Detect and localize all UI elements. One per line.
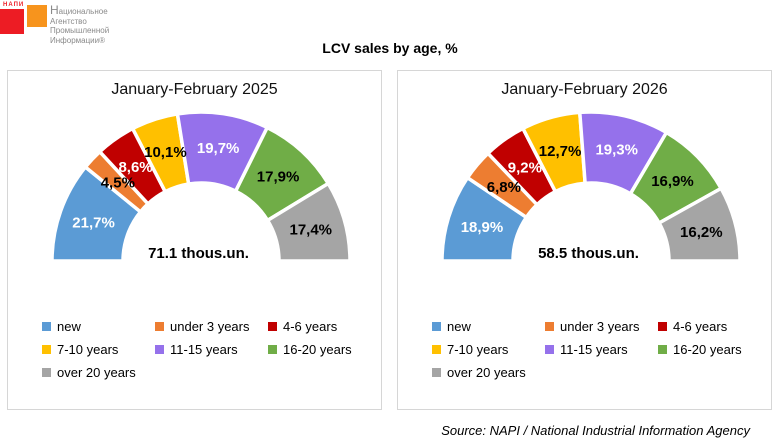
legend-label: 11-15 years	[170, 342, 238, 357]
legend-label: over 20 years	[447, 365, 526, 380]
legend-label: new	[447, 319, 471, 334]
page-title: LCV sales by age, %	[322, 40, 458, 56]
legend-label: under 3 years	[170, 319, 250, 334]
legend-swatch-icon	[432, 345, 441, 354]
legend-label: 11-15 years	[560, 342, 628, 357]
legend-label: 4-6 years	[673, 319, 728, 334]
legend-label: under 3 years	[560, 319, 640, 334]
napi-logo: НАПИ Национальное Агентство Промышленной…	[0, 0, 200, 48]
legend-label: 16-20 years	[283, 342, 352, 357]
chart-title-2026: January-February 2026	[501, 81, 668, 98]
chart-legend-2025: new under 3 years 4-6 years 7-10 years 11-15…	[42, 315, 382, 384]
legend-item: 11-15 years	[155, 338, 268, 361]
legend-item: 4-6 years	[658, 315, 771, 338]
charts-row: January-February 2025 21,7% 4,5% 8,6% 10,1%…	[7, 70, 772, 410]
slice-label: 17,4%	[289, 222, 332, 239]
slice-label: 19,3%	[595, 141, 638, 158]
legend-swatch-icon	[155, 322, 164, 331]
legend-label: 16-20 years	[673, 342, 742, 357]
chart-legend-2026: new under 3 years 4-6 years 7-10 years 11-15…	[432, 315, 772, 384]
slice-label: 16,2%	[680, 224, 723, 241]
napi-logo-text: Национальное Агентство Промышленной Инфо…	[50, 3, 110, 45]
slice-label: 10,1%	[144, 144, 187, 161]
total-label-2025: 71.1 thous.un.	[148, 245, 249, 262]
logo-line: Промышленной	[50, 26, 110, 35]
legend-label: over 20 years	[57, 365, 136, 380]
slice-over-20-years	[657, 186, 742, 263]
legend-label: 7-10 years	[447, 342, 509, 357]
legend-swatch-icon	[545, 345, 554, 354]
legend-item: 11-15 years	[545, 338, 658, 361]
donut-svg-2025: 21,7% 4,5%8,6%10,1% 19,7% 17,9% 17,4%	[50, 110, 352, 263]
legend-item: under 3 years	[155, 315, 268, 338]
legend-swatch-icon	[42, 322, 51, 331]
slice-label: 8,6%	[118, 159, 152, 176]
chart-title-2025: January-February 2025	[111, 81, 278, 98]
total-label-2026: 58.5 thous.un.	[538, 245, 639, 262]
slice-label: 17,9%	[257, 168, 300, 185]
legend-label: 7-10 years	[57, 342, 119, 357]
slice-over-20-years	[265, 181, 352, 263]
legend-swatch-icon	[268, 345, 277, 354]
logo-line: Информации®	[50, 35, 106, 45]
slice-label: 6,8%	[487, 179, 521, 196]
legend-swatch-icon	[268, 322, 277, 331]
legend-item: new	[42, 315, 155, 338]
napi-logo-red-square-icon	[0, 9, 24, 34]
legend-item: 7-10 years	[42, 338, 155, 361]
legend-swatch-icon	[432, 322, 441, 331]
legend-swatch-icon	[432, 368, 441, 377]
slice-label: 21,7%	[72, 214, 115, 231]
legend-item: over 20 years	[42, 361, 155, 384]
slice-label: 9,2%	[508, 160, 542, 177]
slice-label: 16,9%	[651, 173, 694, 190]
half-donut-chart-2026: 18,9% 6,8% 9,2% 12,7% 19,3% 16,9% 16,2% 58.5 t…	[398, 105, 771, 265]
legend-item: 16-20 years	[268, 338, 381, 361]
slice-label: 12,7%	[539, 143, 582, 160]
donut-svg-2026: 18,9% 6,8% 9,2%12,7% 19,3% 16,9% 16,2%	[440, 110, 742, 263]
chart-panel-2026: January-February 2026 18,9% 6,8% 9,2% 12,7%…	[397, 70, 772, 410]
legend-item: new	[432, 315, 545, 338]
napi-logo-abbr: НАПИ	[3, 2, 25, 8]
legend-item: 4-6 years	[268, 315, 381, 338]
legend-swatch-icon	[658, 322, 667, 331]
legend-swatch-icon	[545, 322, 554, 331]
legend-swatch-icon	[658, 345, 667, 354]
legend-swatch-icon	[42, 368, 51, 377]
napi-logo-orange-square-icon	[27, 5, 47, 27]
legend-item: 7-10 years	[432, 338, 545, 361]
chart-panel-2025: January-February 2025 21,7% 4,5% 8,6% 10,1%…	[7, 70, 382, 410]
legend-label: new	[57, 319, 81, 334]
slice-label: 19,7%	[197, 140, 240, 157]
logo-line: Агентство	[50, 16, 87, 26]
slice-label: 18,9%	[461, 219, 504, 236]
legend-item: 16-20 years	[658, 338, 771, 361]
legend-swatch-icon	[155, 345, 164, 354]
legend-label: 4-6 years	[283, 319, 338, 334]
source-note: Source: NAPI / National Industrial Infor…	[441, 423, 750, 438]
legend-item: under 3 years	[545, 315, 658, 338]
logo-line: Национальное	[50, 3, 108, 17]
half-donut-chart-2025: 21,7% 4,5% 8,6% 10,1% 19,7% 17,9% 17,4% 71.1 t…	[8, 105, 381, 265]
slice-label: 4,5%	[101, 175, 135, 192]
legend-item: over 20 years	[432, 361, 545, 384]
legend-swatch-icon	[42, 345, 51, 354]
